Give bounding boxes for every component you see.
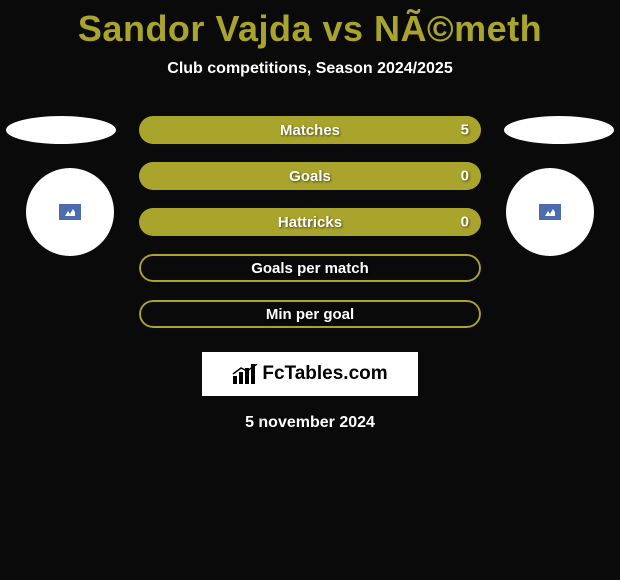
stat-bars: Matches 5 Goals 0 Hattricks 0 Goals per match M… (139, 116, 481, 328)
placeholder-icon (59, 204, 81, 220)
stat-bar: Matches 5 (139, 116, 481, 144)
logo-text: FcTables.com (262, 363, 387, 385)
stat-label: Goals per match (251, 260, 369, 277)
player-right-badge (506, 168, 594, 256)
logo-box: FcTables.com (202, 352, 418, 396)
stat-bar: Hattricks 0 (139, 208, 481, 236)
stat-value-right: 5 (461, 122, 469, 139)
stat-bar: Goals 0 (139, 162, 481, 190)
page-title: Sandor Vajda vs NÃ©meth (0, 0, 620, 50)
player-left-ellipse (6, 116, 116, 144)
player-left-badge (26, 168, 114, 256)
logo-chart-icon (232, 364, 258, 384)
subtitle: Club competitions, Season 2024/2025 (0, 60, 620, 78)
stat-bar: Min per goal (139, 300, 481, 328)
stat-label: Min per goal (266, 306, 354, 323)
stat-label: Matches (280, 122, 340, 139)
stat-bar: Goals per match (139, 254, 481, 282)
comparison-content: Matches 5 Goals 0 Hattricks 0 Goals per match M… (0, 116, 620, 432)
date-text: 5 november 2024 (0, 414, 620, 432)
placeholder-icon (539, 204, 561, 220)
stat-label: Hattricks (278, 214, 342, 231)
stat-value-right: 0 (461, 168, 469, 185)
stat-value-right: 0 (461, 214, 469, 231)
stat-label: Goals (289, 168, 331, 185)
player-right-ellipse (504, 116, 614, 144)
